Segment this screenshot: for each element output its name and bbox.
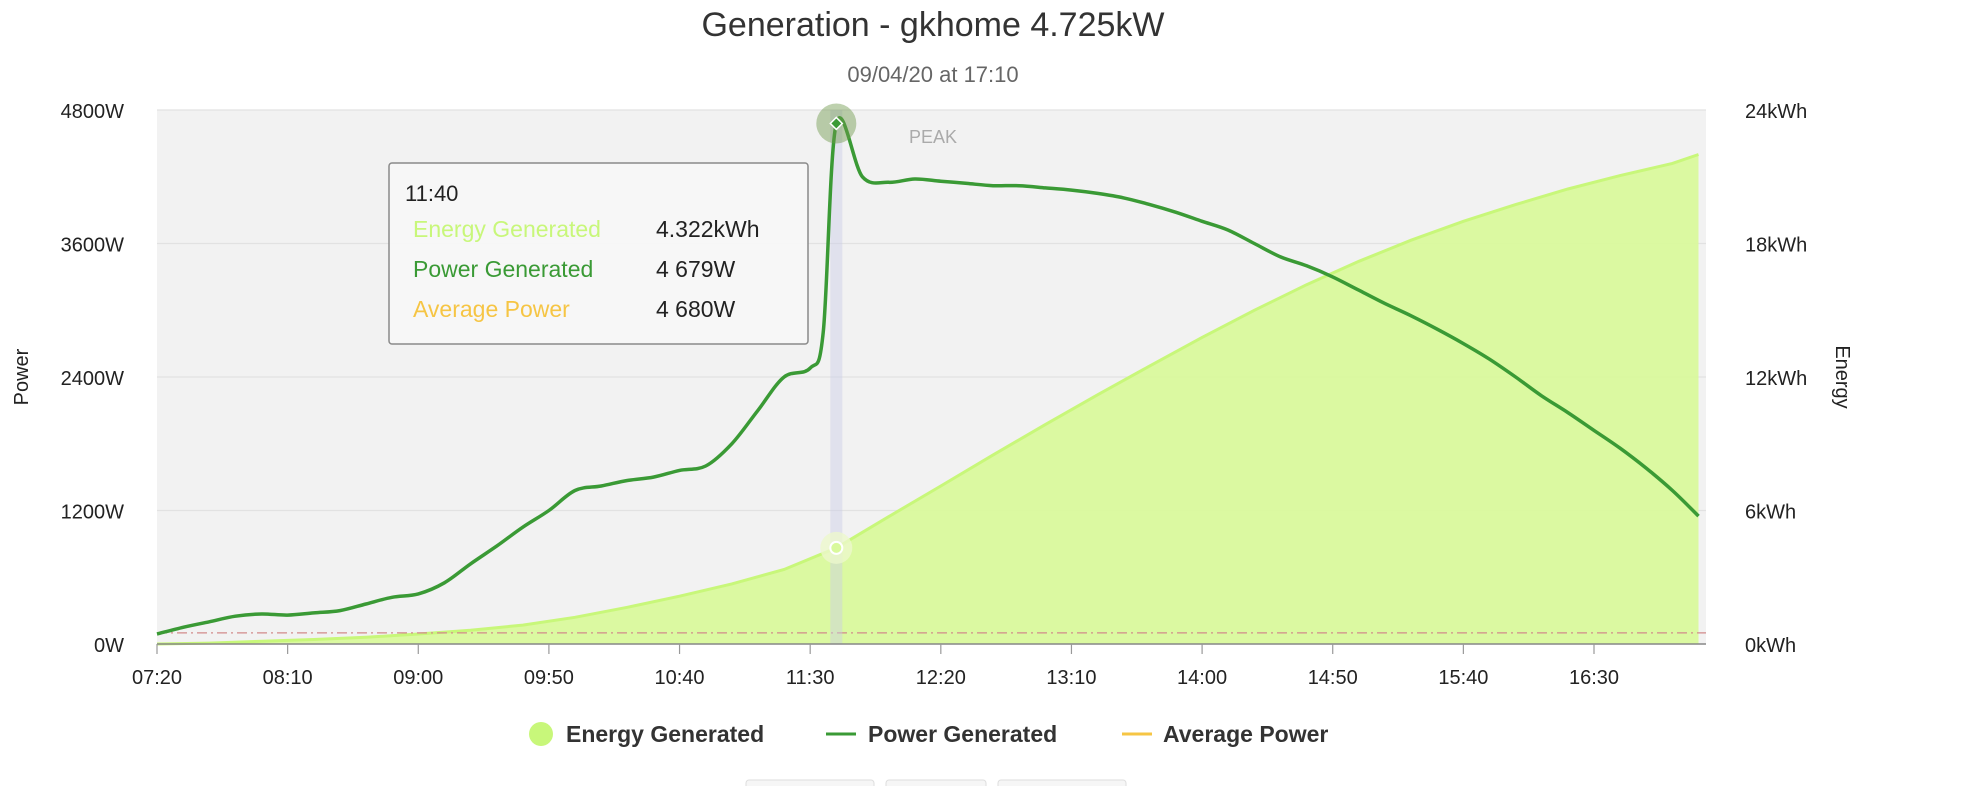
legend-energy-icon <box>529 722 553 746</box>
x-tick-label: 14:00 <box>1177 667 1227 689</box>
range-button-3[interactable] <box>997 779 1127 786</box>
energy-generated-area <box>157 154 1699 644</box>
x-tick-label: 12:20 <box>916 667 966 689</box>
x-tick-label: 08:10 <box>263 667 313 689</box>
tooltip-row-label: Power Generated <box>413 256 593 282</box>
tooltip-row-value: 4 680W <box>656 296 736 322</box>
page-left-strip <box>0 0 34 786</box>
tooltip-row-value: 4 679W <box>656 256 736 282</box>
y-axis-right-ticks: 0kWh 6kWh 12kWh 18kWh 24kWh <box>1745 101 1807 657</box>
y-axis-right-title: Energy <box>1831 345 1853 408</box>
x-tick-label: 16:30 <box>1569 667 1619 689</box>
crosshair-band <box>830 110 843 644</box>
range-button-2[interactable] <box>885 779 987 786</box>
y-axis-left-ticks: 0W 1200W 2400W 3600W 4800W <box>61 101 124 657</box>
x-tick-label: 09:00 <box>393 667 443 689</box>
y-right-tick-label: 0kWh <box>1745 635 1796 657</box>
legend-average-label: Average Power <box>1163 721 1328 747</box>
x-tick-label: 11:30 <box>786 667 835 689</box>
y-right-tick-label: 6kWh <box>1745 502 1796 524</box>
power-hover-marker <box>829 116 844 131</box>
peak-label: PEAK <box>909 127 957 147</box>
legend-power-label: Power Generated <box>868 721 1057 747</box>
tooltip-box <box>388 162 809 345</box>
x-tick-label: 07:20 <box>132 667 182 689</box>
legend-energy-label: Energy Generated <box>566 721 764 747</box>
chart-subtitle: 09/04/20 at 17:10 <box>847 62 1018 87</box>
range-button-1[interactable] <box>745 779 875 786</box>
y-left-tick-label: 1200W <box>61 502 124 524</box>
y-left-tick-label: 2400W <box>61 368 124 390</box>
x-tick-label: 09:50 <box>524 667 574 689</box>
y-right-tick-label: 24kWh <box>1745 101 1807 123</box>
x-axis-ticks: 07:20 08:10 09:00 09:50 10:40 11:30 12:20 13:10… <box>132 644 1619 689</box>
chart-title: Generation - gkhome 4.725kW <box>701 6 1164 44</box>
power-line-layer <box>156 116 1700 636</box>
x-tick-label: 13:10 <box>1046 667 1096 689</box>
tooltip-rows: Energy Generated 4.322kWh Power Generated 4… <box>413 216 760 322</box>
crosshair-layer <box>830 110 843 644</box>
y-left-tick-label: 0W <box>94 635 124 657</box>
y-left-tick-label: 4800W <box>61 101 124 123</box>
tooltip-row-value: 4.322kWh <box>656 216 760 242</box>
x-tick-label: 10:40 <box>655 667 705 689</box>
x-tick-label: 14:50 <box>1308 667 1358 689</box>
tooltip-row-label: Energy Generated <box>413 216 601 242</box>
tooltip: 11:40 Energy Generated 4.322kWh Power Gene… <box>388 162 809 345</box>
y-axis-left-title: Power <box>11 348 33 405</box>
x-tick-label: 15:40 <box>1438 667 1488 689</box>
power-generated-line <box>156 116 1700 636</box>
energy-area-layer <box>156 153 1699 646</box>
y-right-tick-label: 18kWh <box>1745 235 1807 257</box>
tooltip-time: 11:40 <box>405 181 458 206</box>
energy-hover-marker <box>829 540 844 555</box>
tooltip-row-label: Average Power <box>413 296 570 322</box>
y-left-tick-label: 3600W <box>61 235 124 257</box>
energy-generated-line <box>156 153 1699 646</box>
hover-markers <box>816 103 857 564</box>
legend: Energy Generated Power Generated Average P… <box>529 721 1328 747</box>
y-right-tick-label: 12kWh <box>1745 368 1807 390</box>
